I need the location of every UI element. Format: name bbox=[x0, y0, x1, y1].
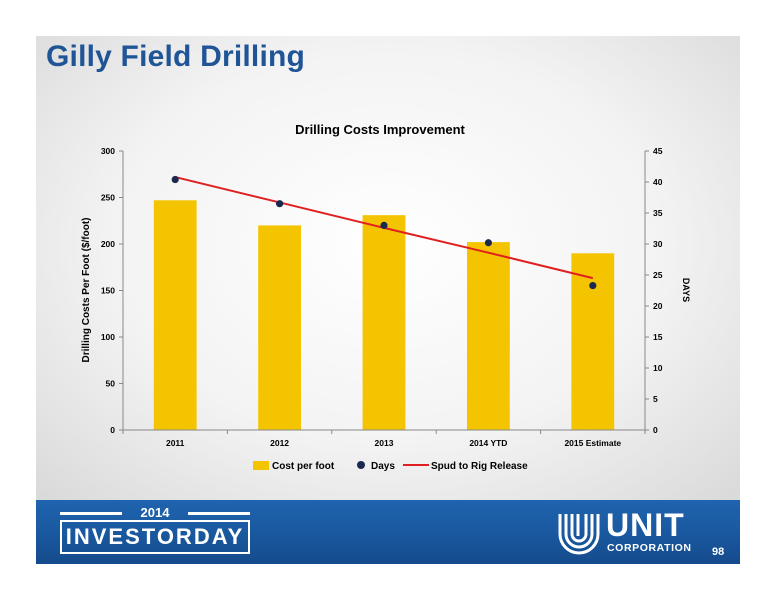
y-axis-label: Drilling Costs Per Foot ($/foot) bbox=[81, 218, 92, 363]
bar-cost-per-foot bbox=[258, 225, 302, 430]
y2-tick-label: 20 bbox=[653, 301, 663, 311]
y-tick-label: 50 bbox=[106, 379, 116, 389]
y2-tick-label: 25 bbox=[653, 270, 663, 280]
point-days bbox=[484, 239, 492, 247]
bars-layer bbox=[153, 200, 615, 430]
x-tick-label: 2014 YTD bbox=[469, 438, 507, 448]
legend-label-days: Days bbox=[371, 461, 395, 472]
y2-tick-label: 40 bbox=[653, 177, 663, 187]
bar-cost-per-foot bbox=[571, 253, 615, 430]
y-tick-label: 100 bbox=[101, 332, 115, 342]
x-tick-label: 2011 bbox=[166, 438, 185, 448]
x-tick-label: 2015 Estimate bbox=[564, 438, 621, 448]
investor-day-logo: 2014 INVESTORDAY bbox=[60, 505, 250, 554]
y2-tick-label: 5 bbox=[653, 394, 658, 404]
y-tick-label: 0 bbox=[110, 425, 115, 435]
bar-cost-per-foot bbox=[466, 242, 510, 430]
point-days bbox=[276, 200, 284, 208]
y2-tick-label: 35 bbox=[653, 208, 663, 218]
y-tick-label: 150 bbox=[101, 286, 115, 296]
page-number: 98 bbox=[712, 546, 725, 558]
unit-corporation-logo: UNIT CORPORATION bbox=[556, 508, 706, 558]
x-tick-label: 2013 bbox=[375, 438, 394, 448]
y2-axis-label: DAYS bbox=[681, 278, 691, 302]
event-name: INVESTORDAY bbox=[60, 520, 250, 554]
y-tick-label: 300 bbox=[101, 146, 115, 156]
legend-label-spud-to-rig-release: Spud to Rig Release bbox=[431, 461, 528, 472]
x-tick-label: 2012 bbox=[270, 438, 289, 448]
y2-tick-label: 45 bbox=[653, 146, 663, 156]
legend-swatch-days bbox=[357, 461, 365, 469]
company-suffix: CORPORATION bbox=[607, 542, 692, 554]
chart-title: Drilling Costs Improvement bbox=[295, 122, 465, 137]
event-year: 2014 bbox=[140, 505, 170, 520]
y2-tick-label: 15 bbox=[653, 332, 663, 342]
y2-tick-label: 10 bbox=[653, 363, 663, 373]
y-tick-label: 250 bbox=[101, 193, 115, 203]
legend-label-cost-per-foot: Cost per foot bbox=[272, 461, 335, 472]
legend-swatch-cost-per-foot bbox=[253, 461, 269, 470]
y-tick-label: 200 bbox=[101, 239, 115, 249]
bar-cost-per-foot bbox=[153, 200, 197, 430]
points-layer bbox=[171, 175, 597, 290]
legend: Cost per foot Days Spud to Rig Release bbox=[253, 461, 528, 472]
bar-cost-per-foot bbox=[362, 215, 406, 430]
axes-layer: 0 50 100 150 200 250 300 0 5 10 15 20 25 30 35 40 45 2011… bbox=[101, 146, 663, 448]
point-days bbox=[171, 175, 179, 184]
logo-rule-right bbox=[188, 512, 250, 515]
unit-globe-icon bbox=[558, 514, 600, 555]
company-name: UNIT bbox=[606, 507, 685, 543]
y2-tick-label: 30 bbox=[653, 239, 663, 249]
slide-title: Gilly Field Drilling bbox=[46, 40, 306, 73]
point-days bbox=[380, 221, 388, 229]
y2-tick-label: 0 bbox=[653, 425, 658, 435]
point-days bbox=[589, 281, 597, 290]
logo-rule-left bbox=[60, 512, 122, 515]
